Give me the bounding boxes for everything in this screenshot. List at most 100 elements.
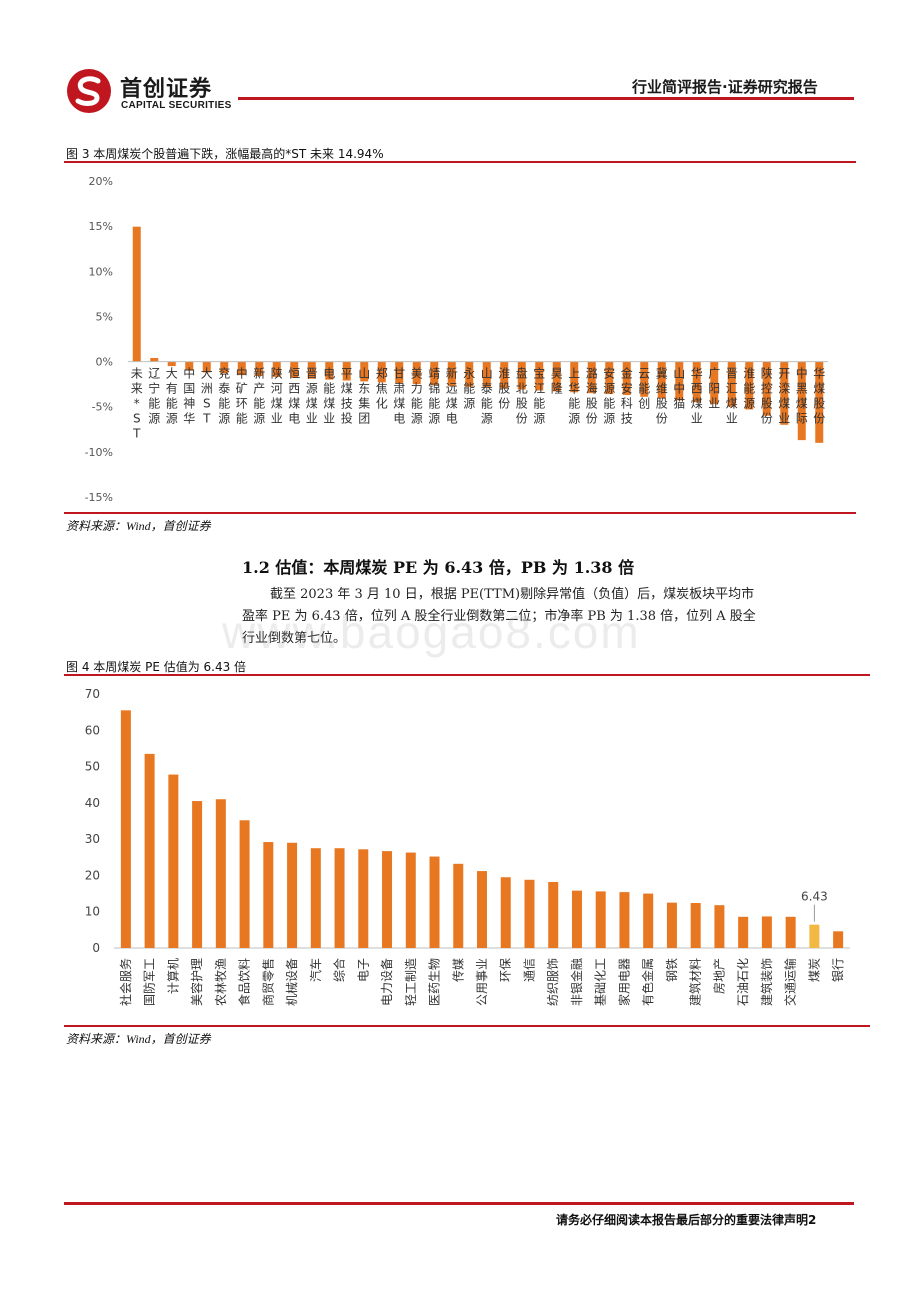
x-tick-label: 陕控股份 [761, 366, 773, 426]
paragraph-line-3: 行业倒数第七位。 [242, 631, 347, 646]
y-tick-label: 10 [85, 905, 100, 919]
bar-电力设备 [382, 851, 393, 948]
x-tick-label: 新产能源 [253, 366, 265, 426]
logo-english-name: CAPITAL SECURITIES [121, 100, 232, 111]
x-tick-label: 开滦煤业 [778, 367, 790, 426]
x-tick-label: 银行 [831, 958, 845, 982]
bar-电子 [358, 849, 369, 948]
x-tick-label: 华西煤业 [691, 367, 703, 426]
x-tick-label: 食品饮料 [237, 958, 252, 1006]
bar-华能国际 [815, 361, 824, 443]
bar-淮北矿业 [500, 361, 509, 389]
x-tick-label: 有色金属 [640, 958, 655, 1006]
x-tick-label: 潞海股份 [586, 366, 598, 426]
x-tick-label: 靖锦能源 [428, 367, 440, 426]
y-tick-label: 0% [96, 356, 113, 369]
y-tick-label: 15% [89, 220, 113, 233]
figure4-title: 图 4 本周煤炭 PE 估值为 6.43 倍 [66, 660, 247, 674]
bar-通信 [524, 879, 535, 948]
bar-新大洲A [447, 361, 456, 386]
x-tick-label: 传媒 [450, 958, 465, 982]
x-tick-label: 房地产 [711, 958, 726, 994]
x-tick-label: 平煤技投 [341, 367, 353, 426]
section-heading: 1.2 估值：本周煤炭 PE 为 6.43 倍，PB 为 1.38 倍 [242, 558, 635, 577]
figure4-bottom-rule [64, 1025, 870, 1027]
report-type-label: 行业简评报告·证券研究报告 [632, 78, 818, 96]
bar-农林牧渔 [215, 799, 226, 948]
bar-晋控煤业 [307, 361, 316, 379]
watermark: www.baogao8.com [222, 606, 641, 658]
bar-国防军工 [144, 753, 155, 948]
y-tick-label: 60 [85, 723, 100, 737]
x-tick-label: 兖泰能源 [218, 366, 230, 426]
x-tick-label: 永能源 [463, 367, 475, 411]
x-tick-label: 电力设备 [380, 958, 394, 1006]
footer-rule [64, 1202, 854, 1205]
y-tick-label: -5% [92, 401, 113, 414]
bar-基础化工 [595, 891, 606, 948]
y-tick-label: 50 [85, 760, 100, 774]
x-tick-label: 中黑煤际 [796, 366, 808, 426]
x-tick-label: 医药生物 [428, 958, 442, 1006]
bar-冀中能源 [657, 361, 666, 399]
x-tick-label: 非银金融 [569, 958, 584, 1006]
bar-房地产 [714, 905, 725, 948]
bar-陕西黑猫 [762, 361, 771, 416]
bar-山西焦化 [360, 361, 369, 382]
x-tick-label: 甘肃煤电 [393, 367, 405, 426]
y-tick-label: 40 [85, 796, 100, 810]
bar-宝泰隆 [535, 361, 544, 391]
x-tick-label: 晋源煤业 [306, 367, 318, 426]
bar-金能科技 [622, 361, 631, 395]
x-tick-label: 山东集团 [358, 367, 370, 426]
bar-甘肃能源 [395, 361, 404, 384]
bar-食品饮料 [239, 820, 250, 948]
x-tick-label: 未来* S T [131, 367, 143, 441]
bar-银行 [833, 931, 844, 948]
bar-建筑装饰 [761, 916, 772, 948]
bar-潞安环能 [587, 361, 596, 394]
y-tick-label: -15% [85, 491, 113, 504]
x-tick-label: 大洲 S T [201, 367, 213, 426]
x-tick-label: 石油石化 [736, 958, 750, 1006]
bar-公用事业 [477, 871, 487, 948]
figure3-source: 资料来源：Wind，首创证券 [66, 519, 211, 533]
y-tick-label: 5% [96, 310, 113, 323]
bar-*ST未来 [132, 226, 141, 362]
company-logo-icon [67, 69, 111, 113]
bar-晋控电力 [727, 361, 736, 407]
x-tick-label: 云能创 [638, 367, 650, 411]
x-tick-label: 电子 [356, 958, 370, 982]
x-tick-label: 国防军工 [142, 958, 157, 1006]
bar-传媒 [453, 863, 464, 948]
figure3-top-rule [64, 161, 856, 163]
header-rule [238, 97, 854, 100]
bar-华阳股份 [692, 361, 701, 403]
x-tick-label: 社会服务 [118, 958, 133, 1006]
bar-上海能源 [570, 361, 579, 393]
figure3-title: 图 3 本周煤炭个股普遍下跌，涨幅最高的*ST 未来 14.94% [66, 147, 384, 161]
x-tick-label: 昊隆 [551, 367, 563, 396]
y-tick-label: 0 [92, 941, 100, 955]
x-tick-label: 煤炭 [807, 958, 821, 982]
y-tick-label: 10% [89, 265, 113, 278]
bar-钢铁 [666, 902, 677, 948]
logo-chinese-name: 首创证券 [120, 77, 213, 102]
x-tick-label: 晋汇煤业 [726, 367, 738, 426]
bar-计算机 [168, 774, 179, 948]
paragraph-line-1: 截至 2023 年 3 月 10 日，根据 PE(TTM)剔除异常值（负值）后，… [270, 587, 755, 602]
x-tick-label: 电能煤业 [323, 367, 335, 426]
x-tick-label: 美容护理 [189, 958, 204, 1006]
x-tick-label: 宝江能源 [533, 367, 545, 426]
x-tick-label: 中国神华 [183, 366, 195, 426]
bar-广汇能源 [710, 361, 719, 405]
bar-安源煤业 [605, 361, 614, 395]
x-tick-label: 冀维股份 [656, 367, 668, 426]
bar-综合 [334, 848, 345, 948]
x-tick-label: 综合 [332, 958, 347, 982]
y-tick-label: -10% [85, 446, 113, 459]
x-tick-label: 广阳业 [708, 367, 720, 411]
bar-交通运输 [785, 916, 796, 948]
bar-盘江股份 [517, 361, 526, 390]
bar-ST大洲 [202, 361, 211, 373]
